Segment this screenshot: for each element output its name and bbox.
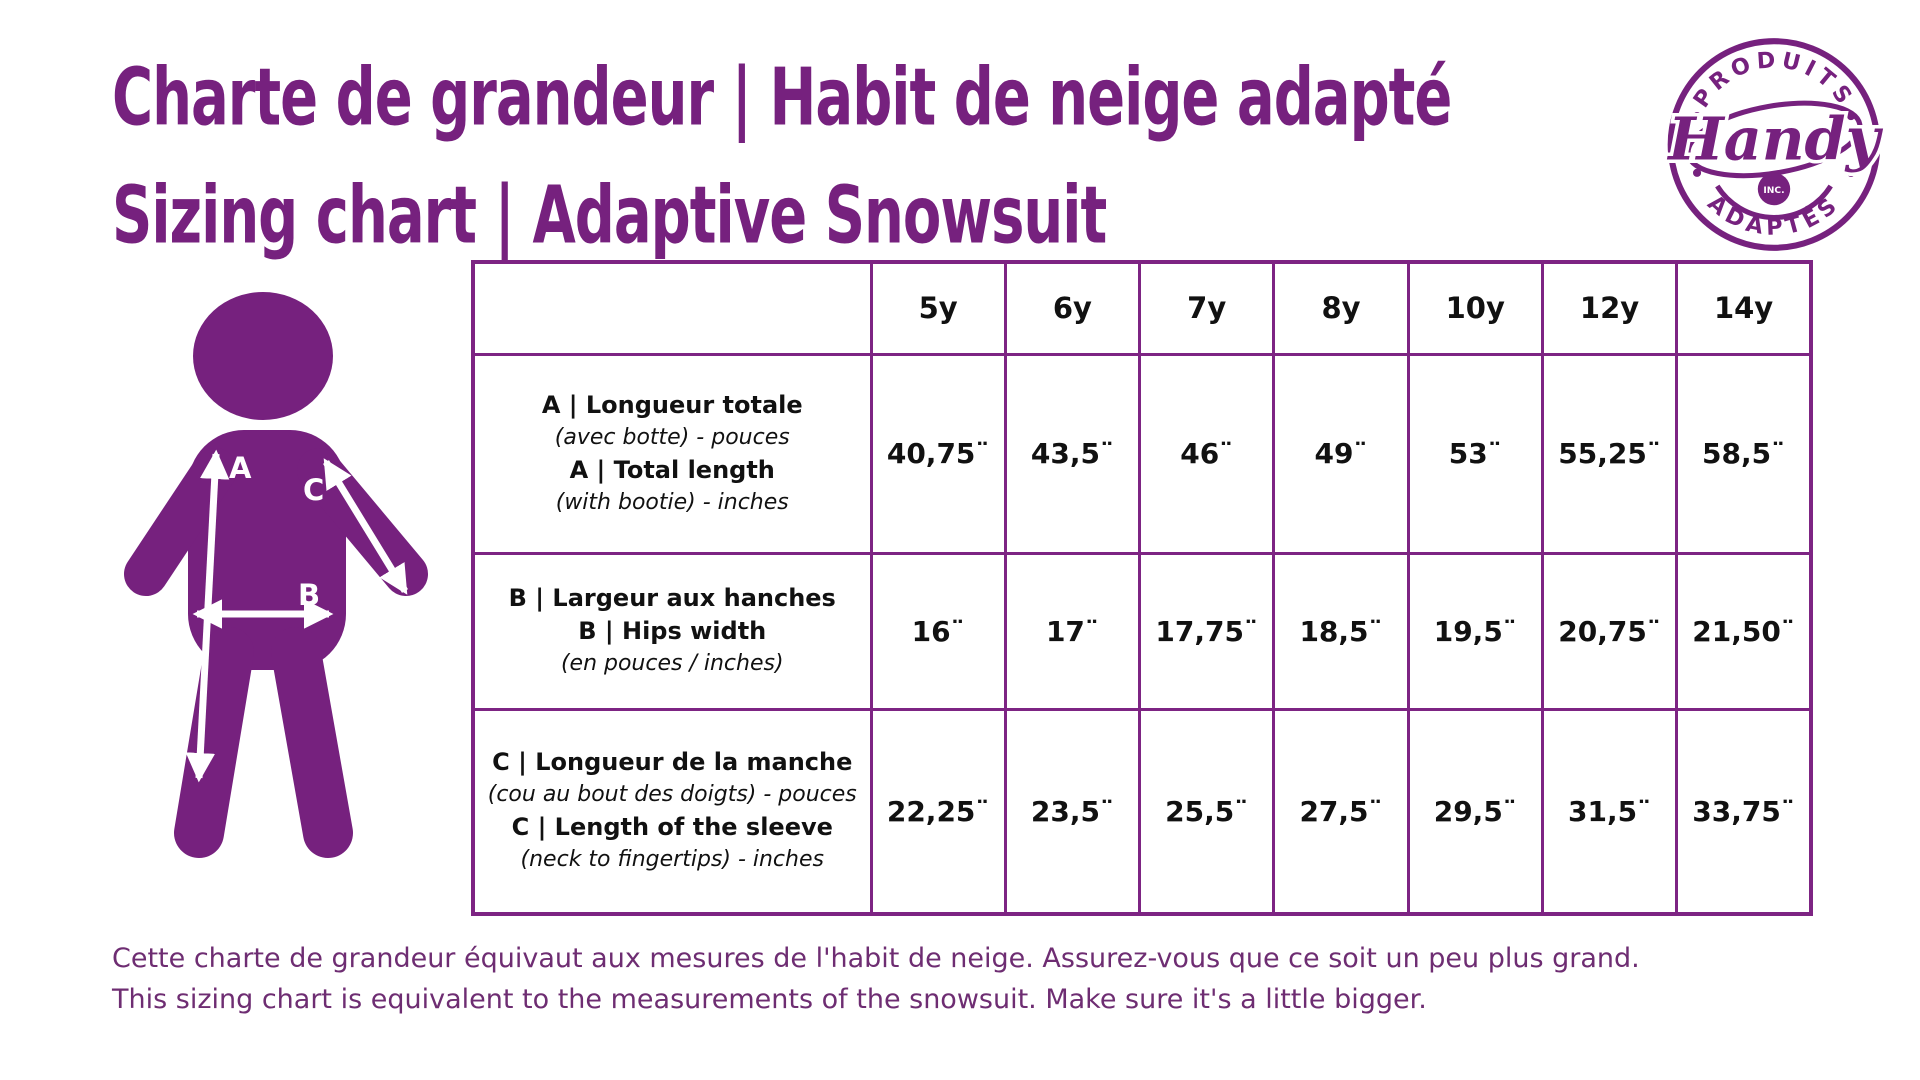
size-value-cell: 46¨ <box>1138 352 1276 555</box>
size-column-header: 6y <box>1003 260 1142 356</box>
figure-head <box>193 292 333 420</box>
size-value-cell: 43,5¨ <box>1003 352 1142 555</box>
size-value-cell: 49¨ <box>1272 352 1410 555</box>
table-header-row: 5y 6y 7y 8y 10y 12y 14y <box>471 260 1813 356</box>
logo-script-name: Handy <box>1666 105 1883 174</box>
row-label-note: (en pouces / inches) <box>560 651 784 676</box>
row-label-en: C | Length of the sleeve <box>511 813 833 842</box>
size-column-header: 5y <box>869 260 1007 356</box>
size-column-header: 8y <box>1272 260 1410 356</box>
size-column-header: 14y <box>1675 260 1813 356</box>
table-row-sleeve-length: C | Longueur de la manche (cou au bout d… <box>471 707 1813 916</box>
size-value-cell: 33,75¨ <box>1675 707 1813 916</box>
measure-label-c: C <box>303 473 324 507</box>
footer-notes: Cette charte de grandeur équivaut aux me… <box>112 938 1640 1020</box>
size-value-cell: 22,25¨ <box>869 707 1007 916</box>
logo-inc-badge <box>1757 172 1791 206</box>
row-label-fr: A | Longueur totale <box>541 390 803 419</box>
logo-inc-text: INC. <box>1763 186 1784 196</box>
row-label-en: B | Hips width <box>578 617 767 645</box>
table-row-hips-width: B | Largeur aux hanches B | Hips width (… <box>471 551 1813 711</box>
logo-inner-arc <box>1715 184 1833 221</box>
measure-label-a: A <box>229 451 252 485</box>
footer-note-en: This sizing chart is equivalent to the m… <box>112 984 1427 1015</box>
size-value-cell: 17,75¨ <box>1138 551 1276 711</box>
row-label-cell: B | Largeur aux hanches B | Hips width (… <box>471 551 873 711</box>
table-row-total-length: A | Longueur totale (avec botte) - pouce… <box>471 352 1813 555</box>
figure-right-leg <box>271 627 353 858</box>
table-corner-cell <box>471 260 873 356</box>
size-value-cell: 23,5¨ <box>1003 707 1142 916</box>
size-table: 5y 6y 7y 8y 10y 12y 14y A | Longueur tot… <box>471 260 1813 916</box>
row-label-en-note: (with bootie) - inches <box>555 489 789 515</box>
page-title-line-en: Sizing chart | Adaptive Snowsuit <box>112 170 1107 263</box>
size-value-cell: 40,75¨ <box>869 352 1007 555</box>
size-value-cell: 58,5¨ <box>1675 352 1813 555</box>
row-label-fr: B | Largeur aux hanches <box>508 584 836 612</box>
measure-arrow-c <box>323 458 408 595</box>
size-value-cell: 18,5¨ <box>1272 551 1410 711</box>
size-value-cell: 31,5¨ <box>1540 707 1679 916</box>
size-value-cell: 16¨ <box>869 551 1007 711</box>
size-value-cell: 55,25¨ <box>1540 352 1679 555</box>
size-value-cell: 21,50¨ <box>1675 551 1813 711</box>
row-label-cell: A | Longueur totale (avec botte) - pouce… <box>471 352 873 555</box>
size-column-header: 7y <box>1138 260 1276 356</box>
size-column-header: 12y <box>1540 260 1679 356</box>
size-value-cell: 19,5¨ <box>1406 551 1544 711</box>
row-label-fr: C | Longueur de la manche <box>492 748 853 777</box>
row-label-fr-note: (cou au bout des doigts) - pouces <box>487 782 857 808</box>
row-label-cell: C | Longueur de la manche (cou au bout d… <box>471 707 873 916</box>
logo-swash <box>1685 100 1863 179</box>
brand-logo: PRODUITS ADAPTÉS Handy INC. <box>1663 38 1887 251</box>
size-value-cell: 17¨ <box>1003 551 1142 711</box>
row-label-en: A | Total length <box>569 455 775 484</box>
logo-arc-dots <box>1692 112 1856 177</box>
row-label-fr-note: (avec botte) - pouces <box>554 424 790 450</box>
footer-note-fr: Cette charte de grandeur équivaut aux me… <box>112 943 1640 974</box>
measure-label-b: B <box>298 578 320 612</box>
logo-ring <box>1667 38 1881 251</box>
size-value-cell: 20,75¨ <box>1540 551 1679 711</box>
page-title-line-fr: Charte de grandeur | Habit de neige adap… <box>112 52 1452 145</box>
size-column-header: 10y <box>1406 260 1544 356</box>
size-value-cell: 25,5¨ <box>1138 707 1276 916</box>
row-label-en-note: (neck to fingertips) - inches <box>520 847 824 873</box>
size-value-cell: 53¨ <box>1406 352 1544 555</box>
size-value-cell: 29,5¨ <box>1406 707 1544 916</box>
child-figure: A C B <box>124 292 428 858</box>
size-value-cell: 27,5¨ <box>1272 707 1410 916</box>
